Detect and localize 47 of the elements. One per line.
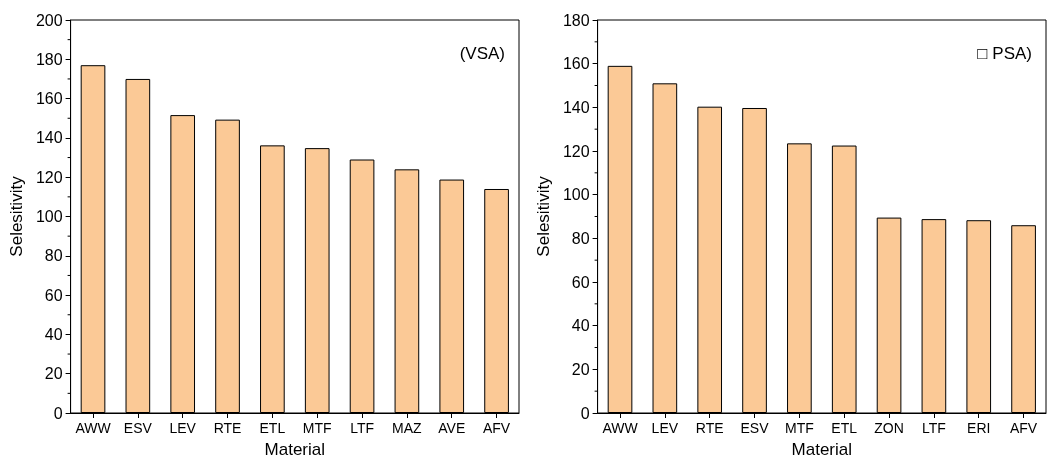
x-axis-title: Material xyxy=(264,440,326,459)
y-tick-label: 60 xyxy=(571,273,590,291)
x-tick-label: AFV xyxy=(482,420,511,436)
y-tick-label: 0 xyxy=(53,404,63,422)
x-axis-title: Material xyxy=(791,440,853,459)
y-tick-label: 100 xyxy=(35,208,63,225)
y-tick-label: 140 xyxy=(35,129,63,147)
x-tick-label: ESV xyxy=(740,420,770,436)
x-tick-label: ETL xyxy=(831,420,858,436)
y-tick-label: 120 xyxy=(35,168,63,186)
y-tick-label: 100 xyxy=(562,186,590,204)
y-axis-title: Selesitivity xyxy=(534,175,553,257)
y-tick-label: 80 xyxy=(571,229,590,247)
x-tick-label: ERI xyxy=(967,420,991,436)
y-tick-label: 180 xyxy=(35,50,63,68)
x-tick-label: AFV xyxy=(1009,420,1038,436)
x-tick-label: AWW xyxy=(75,420,112,436)
y-tick-label: 80 xyxy=(44,247,63,265)
x-tick-label: MTF xyxy=(784,420,814,436)
x-tick-label: ZON xyxy=(874,420,904,436)
x-tick-label: LEV xyxy=(651,420,679,436)
x-tick-label: LTF xyxy=(350,420,374,436)
x-tick-label: ETL xyxy=(259,420,286,436)
x-tick-label: ESV xyxy=(123,420,153,436)
x-tick-label: MTF xyxy=(302,420,332,436)
x-tick-label: AVE xyxy=(438,420,466,436)
x-tick-label: RTE xyxy=(695,420,724,436)
x-tick-label: LEV xyxy=(169,420,197,436)
x-tick-label: MAZ xyxy=(392,420,423,436)
x-tick-label: AWW xyxy=(602,420,639,436)
y-tick-label: 140 xyxy=(562,98,590,116)
y-tick-label: 20 xyxy=(571,360,590,378)
y-axis-title: Selesitivity xyxy=(7,175,26,257)
y-tick-label: 160 xyxy=(562,55,590,73)
y-tick-label: 120 xyxy=(562,142,590,160)
y-tick-label: 200 xyxy=(35,11,63,29)
x-tick-label: RTE xyxy=(213,420,242,436)
y-tick-label: 180 xyxy=(562,11,590,29)
annotation: □ PSA) xyxy=(977,44,1032,63)
y-tick-label: 40 xyxy=(44,325,63,343)
annotation: (VSA) xyxy=(459,44,505,63)
y-tick-label: 20 xyxy=(44,365,63,383)
y-tick-label: 40 xyxy=(571,317,590,335)
y-tick-label: 60 xyxy=(44,286,63,304)
y-tick-label: 0 xyxy=(580,404,590,422)
x-tick-label: LTF xyxy=(921,420,946,436)
y-tick-label: 160 xyxy=(35,90,63,108)
